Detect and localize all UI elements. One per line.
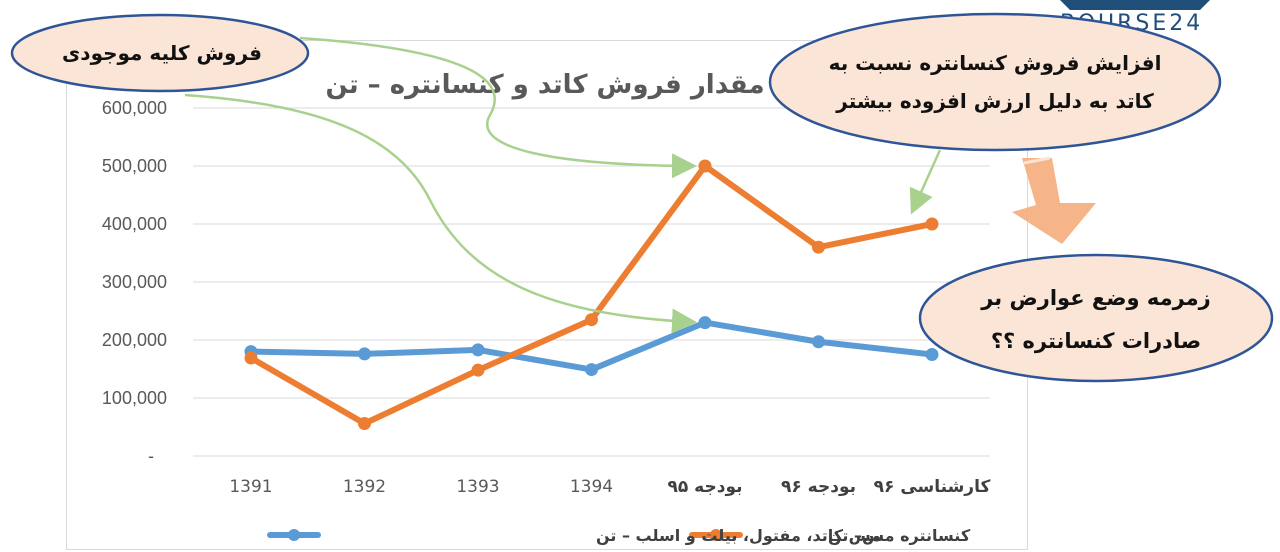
x-tick-label: 1392 (343, 477, 386, 497)
bubble-export-line2: صادرات کنسانتره ؟؟ (991, 329, 1201, 353)
data-point (698, 159, 712, 173)
y-axis-ticks: - 100,000 200,000 300,000 400,000 500,000 600,… (102, 98, 167, 466)
x-axis-ticks: 1391 1392 1393 1394 بودجه ۹۵ بودجه ۹۶ کارشناسی… (229, 477, 990, 497)
bubble-increase-line2: کاتد به دلیل ارزش افزوده بیشتر (835, 89, 1154, 113)
logo-mark (1060, 0, 1210, 10)
series-line-0 (248, 319, 935, 373)
series-line-1 (248, 163, 935, 427)
x-tick-label: 1394 (570, 477, 613, 497)
x-tick-label: 1391 (229, 477, 272, 497)
data-point (698, 316, 712, 330)
legend-marker-copper (288, 529, 300, 541)
y-tick-label: 500,000 (102, 156, 167, 176)
bubble-increase-sales: افزایش فروش کنسانتره نسبت به کاتد به دلی… (768, 12, 1222, 152)
bubble-shape (918, 253, 1274, 383)
data-point (585, 313, 598, 327)
legend-marker-concentrate (710, 529, 722, 541)
data-point (471, 343, 485, 357)
x-tick-label: بودجه ۹۵ (667, 477, 742, 497)
bubble-total-sales-text: فروش کلیه موجودی (62, 41, 262, 65)
bubble-increase-line1: افزایش فروش کنسانتره نسبت به (829, 51, 1162, 75)
legend: کنسانتره مس– تن مس کاتد، مفتول، بیلت و ا… (267, 526, 971, 545)
data-point (925, 217, 939, 231)
data-point (812, 335, 825, 349)
series-layer (244, 159, 939, 431)
y-tick-label: 200,000 (102, 330, 167, 350)
y-tick-label: 400,000 (102, 214, 167, 234)
bubble-export-line1: زمرمه وضع عوارض بر (980, 286, 1211, 310)
bubble-total-sales: فروش کلیه موجودی (10, 13, 310, 93)
annotation-arrow-to-cathode (184, 93, 697, 334)
x-tick-label: 1393 (456, 477, 499, 497)
y-tick-label: 600,000 (102, 98, 167, 118)
legend-label-concentrate: کنسانتره مس– تن (828, 526, 971, 545)
big-arrow-highlight (1023, 156, 1051, 165)
annotation-arrow-to-expert (909, 149, 942, 215)
data-point (925, 348, 939, 361)
data-point (358, 417, 371, 431)
y-tick-label: - (148, 446, 154, 466)
legend-label-copper: مس کاتد، مفتول، بیلت و اسلب – تن (596, 526, 881, 545)
x-tick-label: بودجه ۹۶ (781, 477, 856, 497)
annotation-arrow-to-peak (299, 36, 697, 179)
data-point (358, 347, 371, 361)
gridlines (193, 107, 990, 457)
data-point (244, 351, 258, 365)
x-tick-label: کارشناسی ۹۶ (874, 477, 991, 497)
big-down-arrow (1012, 158, 1096, 244)
data-point (812, 240, 825, 254)
chart-title: مقدار فروش کاتد و کنسانتره – تن (325, 70, 764, 100)
bubble-shape (768, 12, 1222, 152)
bubble-shape (10, 13, 310, 93)
data-point (471, 363, 485, 377)
y-tick-label: 100,000 (102, 388, 167, 408)
data-point (585, 363, 598, 377)
y-tick-label: 300,000 (102, 272, 167, 292)
bubble-export-duties: زمرمه وضع عوارض بر صادرات کنسانتره ؟؟ (918, 253, 1274, 383)
